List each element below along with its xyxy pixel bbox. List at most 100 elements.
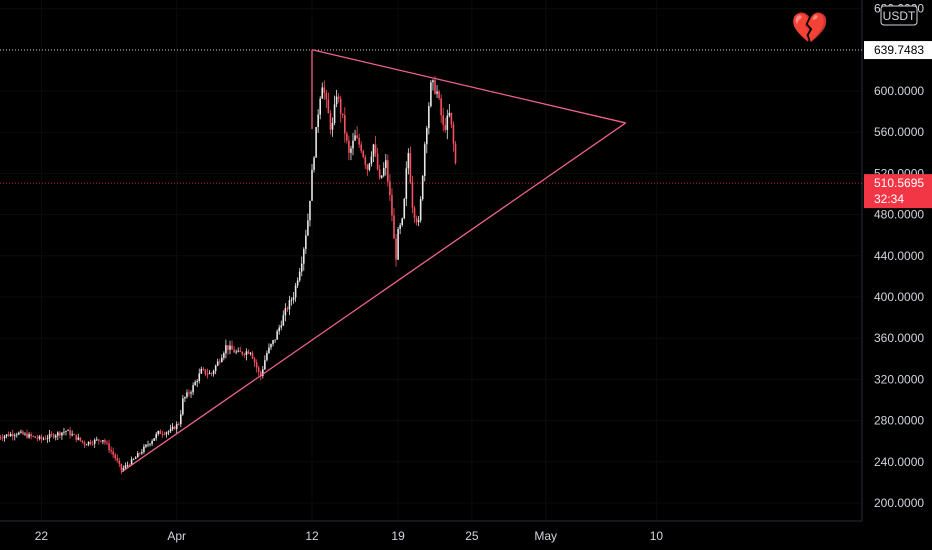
candle-body xyxy=(292,297,295,300)
candle-body xyxy=(255,362,258,368)
candle-body xyxy=(169,428,172,432)
price-levels-layer xyxy=(0,49,862,184)
candle-body xyxy=(313,157,315,170)
candle-body xyxy=(208,373,211,375)
candle-body xyxy=(341,113,344,116)
candle-body xyxy=(399,225,401,229)
candle-body xyxy=(409,153,412,183)
candle-body xyxy=(282,315,285,326)
candle-body xyxy=(136,453,139,458)
candle-body xyxy=(134,457,137,459)
candle-body xyxy=(243,354,246,356)
candle-body xyxy=(315,127,317,158)
currency-badge[interactable]: USDT xyxy=(880,5,918,26)
candle-body xyxy=(212,371,215,374)
candle-body xyxy=(81,440,84,442)
candle-body xyxy=(434,80,436,94)
broken-heart-icon: 💔 xyxy=(791,11,829,46)
candle-body xyxy=(348,140,350,153)
candle-body xyxy=(372,144,375,157)
candle-body xyxy=(22,431,24,435)
candle-body xyxy=(245,351,248,355)
candle-body xyxy=(52,434,55,438)
candle-body xyxy=(104,440,106,443)
candle-body xyxy=(87,441,90,445)
candle-body xyxy=(79,437,82,441)
candle-body xyxy=(382,167,385,176)
trendline-upper[interactable] xyxy=(311,49,626,124)
candle-body xyxy=(280,325,283,328)
candle-body xyxy=(233,349,235,353)
candle-body xyxy=(163,434,166,435)
candle-body xyxy=(358,137,360,145)
candle-body xyxy=(151,440,153,444)
candle-body xyxy=(426,128,428,145)
candle-body xyxy=(75,434,78,440)
candle-body xyxy=(202,368,205,370)
candle-body xyxy=(91,443,94,445)
candle-body xyxy=(16,434,18,436)
candle-body xyxy=(284,308,287,316)
candle-body xyxy=(393,215,395,239)
candle-body xyxy=(300,263,303,272)
candle-body xyxy=(71,434,73,436)
candle-body xyxy=(268,347,270,353)
candle-body xyxy=(143,446,145,453)
candle-body xyxy=(184,397,186,399)
x-tick-label: Apr xyxy=(167,529,186,543)
trendlines-layer[interactable] xyxy=(120,49,627,473)
candle-body xyxy=(89,441,92,444)
candle-body xyxy=(401,218,403,226)
candle-body xyxy=(436,91,438,94)
price-axis[interactable]: 200.0000 240.0000 280.0000 320.0000 360.0000… xyxy=(874,2,924,510)
candle-body xyxy=(417,220,420,223)
trendline-lower[interactable] xyxy=(120,122,627,473)
candle-body xyxy=(432,80,434,83)
candle-body xyxy=(440,98,442,116)
candle-body xyxy=(28,434,30,438)
candle-body xyxy=(167,431,170,433)
candle-body xyxy=(438,91,440,99)
candle-body xyxy=(130,459,133,466)
candle-body xyxy=(216,361,219,366)
candle-body xyxy=(229,345,231,350)
candle-body xyxy=(102,440,104,442)
countdown-label: 32:34 xyxy=(874,192,904,206)
candle-body xyxy=(444,124,447,130)
x-tick-label: 10 xyxy=(650,529,664,543)
candle-body xyxy=(446,115,449,130)
candle-body xyxy=(259,371,262,376)
candle-body xyxy=(405,168,408,199)
candle-body xyxy=(450,112,453,125)
candle-body xyxy=(307,220,309,236)
candle-body xyxy=(419,199,422,221)
candle-body xyxy=(48,434,51,439)
candle-body xyxy=(335,96,338,105)
candle-body xyxy=(370,156,373,164)
candle-body xyxy=(77,437,80,440)
y-tick-label: 240.0000 xyxy=(874,455,924,469)
candle-body xyxy=(298,271,301,281)
candle-body xyxy=(161,433,164,435)
candle-body xyxy=(421,176,424,200)
candle-body xyxy=(311,169,313,201)
candle-body xyxy=(319,98,321,115)
candle-body xyxy=(356,135,358,138)
candle-body xyxy=(95,439,98,441)
candle-body xyxy=(65,431,67,432)
candle-body xyxy=(415,218,418,223)
candle-body xyxy=(42,438,45,440)
candle-body xyxy=(303,248,305,264)
candle-body xyxy=(30,434,32,437)
time-axis[interactable]: 22 Apr 12 19 25 May 10 xyxy=(35,529,664,543)
candle-body xyxy=(126,465,129,466)
candle-body xyxy=(63,431,65,433)
candle-body xyxy=(239,350,242,352)
candle-body xyxy=(18,432,20,435)
candle-body xyxy=(132,458,135,460)
candle-body xyxy=(196,381,198,383)
candle-body xyxy=(339,98,342,114)
candle-body xyxy=(198,373,201,382)
currency-label: USDT xyxy=(883,9,916,23)
